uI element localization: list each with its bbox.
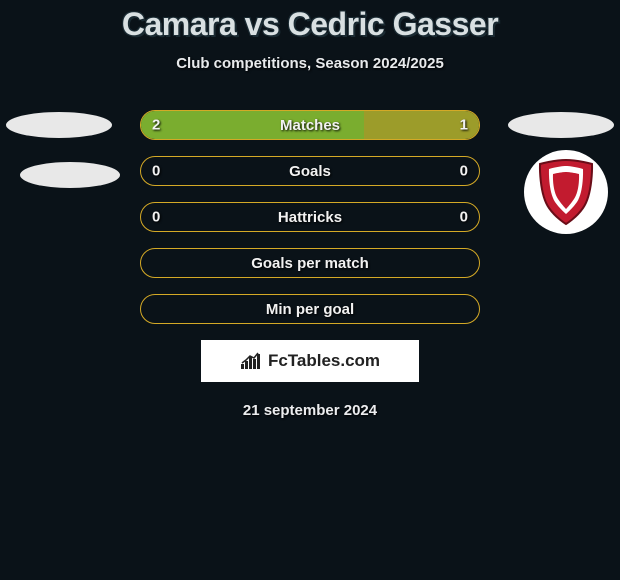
stat-row: Matches 2 1 xyxy=(0,110,620,140)
stat-label: Min per goal xyxy=(266,301,354,318)
comparison-widget: Camara vs Cedric Gasser Club competition… xyxy=(0,0,620,419)
stat-row: Goals per match xyxy=(0,248,620,278)
stat-value-left: 0 xyxy=(152,209,160,226)
stat-bar: Goals xyxy=(140,156,480,186)
stat-row: Goals 0 0 xyxy=(0,156,620,186)
stat-label: Hattricks xyxy=(278,209,342,226)
subtitle: Club competitions, Season 2024/2025 xyxy=(0,55,620,72)
page-title: Camara vs Cedric Gasser xyxy=(0,6,620,43)
stat-bar: Min per goal xyxy=(140,294,480,324)
stat-value-right: 0 xyxy=(460,163,468,180)
stat-row: Min per goal xyxy=(0,294,620,324)
stat-row: Hattricks 0 0 xyxy=(0,202,620,232)
stat-label: Goals per match xyxy=(251,255,369,272)
branding-box[interactable]: FcTables.com xyxy=(201,340,419,382)
stat-label: Goals xyxy=(289,163,331,180)
bar-chart-icon xyxy=(240,351,262,371)
stat-label: Matches xyxy=(280,117,340,134)
stat-value-left: 0 xyxy=(152,163,160,180)
stat-bar: Hattricks xyxy=(140,202,480,232)
date-line: 21 september 2024 xyxy=(0,402,620,419)
stats-area: Matches 2 1 Goals 0 0 Hattricks 0 0 Goals per mat… xyxy=(0,110,620,324)
stat-bar: Matches xyxy=(140,110,480,140)
stat-bar: Goals per match xyxy=(140,248,480,278)
stat-value-left: 2 xyxy=(152,117,160,134)
stat-value-right: 0 xyxy=(460,209,468,226)
stat-value-right: 1 xyxy=(460,117,468,134)
branding-text: FcTables.com xyxy=(268,351,380,371)
